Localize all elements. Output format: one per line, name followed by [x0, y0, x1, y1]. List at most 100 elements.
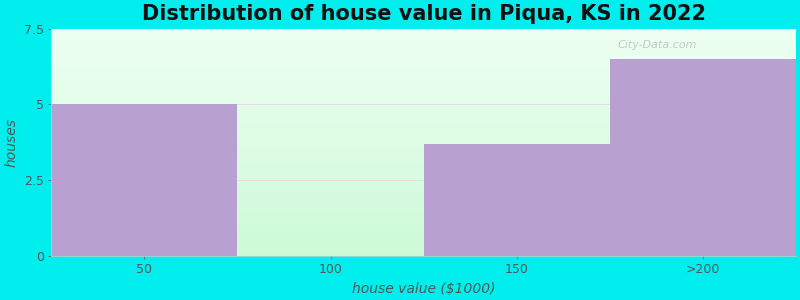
Bar [51, 91, 796, 92]
Bar [51, 125, 796, 127]
Bar [51, 250, 796, 251]
Bar [610, 59, 796, 256]
Bar [51, 79, 796, 80]
Bar [51, 97, 796, 98]
Bar [51, 188, 796, 189]
Bar [51, 34, 796, 36]
Bar [51, 221, 796, 222]
Bar [51, 63, 796, 65]
Bar [51, 182, 796, 183]
Bar [51, 159, 796, 160]
Bar [51, 153, 796, 154]
Bar [51, 144, 796, 145]
Bar [51, 253, 796, 254]
Bar [51, 172, 796, 174]
Bar [51, 201, 796, 202]
Bar [51, 101, 796, 103]
Bar [51, 241, 796, 242]
Bar [51, 148, 796, 150]
Bar [51, 51, 796, 53]
Bar [51, 33, 796, 34]
Bar [51, 110, 796, 112]
Bar [51, 190, 796, 192]
Bar [51, 174, 796, 176]
Bar [51, 213, 796, 215]
Bar [51, 68, 796, 69]
Bar [51, 106, 796, 107]
Bar [51, 42, 796, 44]
Bar [51, 109, 796, 110]
Bar [51, 216, 796, 218]
Bar [51, 234, 796, 236]
Bar [51, 128, 796, 130]
Bar [51, 107, 796, 109]
Bar [51, 145, 796, 147]
Bar [51, 95, 796, 97]
Bar [51, 184, 796, 186]
Bar [51, 139, 796, 141]
Bar [51, 166, 796, 168]
Bar [51, 233, 796, 234]
Bar [51, 54, 796, 56]
Bar [51, 156, 796, 157]
Bar [51, 151, 796, 153]
Bar [51, 74, 796, 75]
Bar [51, 122, 796, 124]
Bar [51, 66, 796, 68]
Bar [51, 224, 796, 225]
Bar [51, 248, 796, 250]
Bar [51, 195, 796, 196]
Bar [51, 100, 796, 101]
Bar [51, 56, 796, 57]
Bar [51, 50, 796, 51]
Bar [51, 80, 796, 82]
Bar [51, 36, 796, 38]
Bar [51, 230, 796, 231]
Bar [51, 28, 796, 30]
Bar [51, 92, 796, 94]
Bar [51, 40, 796, 42]
Bar [51, 178, 796, 180]
Bar [51, 82, 796, 83]
Bar [51, 168, 796, 169]
Bar [51, 83, 796, 85]
Bar [51, 218, 796, 219]
Bar [51, 118, 796, 119]
Bar [51, 30, 796, 31]
Bar [51, 75, 796, 77]
Bar [51, 239, 796, 241]
Bar [51, 71, 796, 72]
Bar [51, 180, 796, 182]
Bar [51, 98, 796, 100]
Bar [51, 219, 796, 221]
Bar [51, 198, 796, 200]
Bar [51, 88, 796, 89]
Bar [51, 112, 796, 113]
Bar [51, 251, 796, 253]
Bar [51, 141, 796, 142]
Bar [51, 147, 796, 148]
Bar [51, 53, 796, 54]
Bar [51, 150, 796, 151]
Bar [51, 85, 796, 86]
Bar [51, 39, 796, 40]
Bar [51, 115, 796, 116]
Bar [51, 154, 796, 156]
Bar [51, 163, 796, 165]
Bar [51, 204, 796, 206]
Bar [51, 124, 796, 125]
Bar [51, 157, 796, 159]
Bar [51, 69, 796, 71]
X-axis label: house value ($1000): house value ($1000) [352, 282, 495, 296]
Bar [51, 32, 796, 33]
Bar [51, 127, 796, 128]
Bar [51, 210, 796, 212]
Bar [51, 186, 796, 188]
Bar [51, 207, 796, 209]
Text: City-Data.com: City-Data.com [617, 40, 697, 50]
Bar [51, 247, 796, 248]
Bar [51, 169, 796, 171]
Bar [51, 192, 796, 194]
Bar [51, 165, 796, 166]
Bar [51, 136, 796, 137]
